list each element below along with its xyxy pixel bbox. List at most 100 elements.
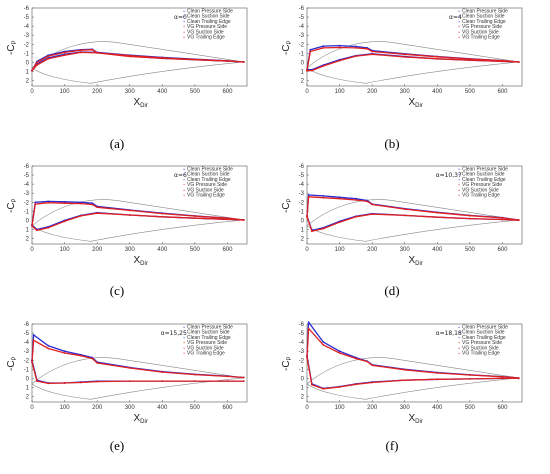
y-tick-label: 1 [26, 69, 30, 75]
y-tick-label: 1 [301, 227, 305, 233]
x-tick-label: 300 [125, 247, 136, 253]
y-tick-label: -5 [24, 173, 30, 179]
y-tick-label: -1 [24, 367, 30, 373]
legend-marker: + [458, 35, 461, 40]
series-line [31, 339, 244, 379]
legend-marker: + [458, 172, 461, 177]
x-tick-label: 500 [465, 247, 476, 253]
legend-marker: + [183, 167, 186, 172]
y-axis-label: -CP [6, 356, 18, 371]
legend-entry: Clean Suction Side [462, 14, 505, 20]
data-point [34, 201, 37, 204]
x-tick-label: 0 [30, 405, 34, 411]
legend-entry: VG Suction Side [462, 29, 499, 35]
data-point [322, 45, 325, 47]
series-line [306, 46, 519, 71]
series-line [307, 53, 519, 71]
y-tick-label: -1 [24, 209, 30, 215]
data-point [91, 202, 94, 205]
data-point [338, 386, 341, 388]
y-tick-label: -3 [24, 33, 30, 39]
data-point [79, 202, 82, 205]
legend-marker: + [183, 172, 186, 177]
data-point [63, 200, 66, 203]
data-point [63, 220, 66, 223]
data-point [371, 53, 374, 56]
data-point [63, 51, 66, 54]
y-tick-label: -6 [299, 164, 305, 170]
y-tick-label: 0 [26, 218, 30, 224]
series-line [306, 327, 519, 379]
legend-marker: + [458, 325, 461, 330]
data-point [226, 59, 229, 62]
data-point [32, 339, 35, 342]
data-point [310, 69, 313, 72]
x-axis-label-sub: Dir [140, 261, 148, 267]
data-point [403, 379, 406, 382]
legend-entry: VG Pressure Side [462, 24, 502, 30]
chart-panel: 0 100 200 300 400 500 600 -6 -5 -4 -3 -2 -1 0 1 2 -CP XDi… [275, 158, 550, 316]
chart-panel: 0 100 200 300 400 500 600 -6 -5 -4 -3 -2 -1 0 1 2 -CP XDi… [0, 158, 275, 316]
data-point [501, 59, 504, 62]
legend-entry: VG Trailing Edge [462, 351, 500, 357]
data-point [47, 55, 50, 57]
airfoil-outline [306, 199, 519, 242]
data-point [79, 381, 82, 384]
y-tick-label: -3 [299, 191, 305, 197]
y-tick-label: -5 [299, 15, 305, 21]
legend-entry: Clean Pressure Side [187, 325, 233, 331]
x-tick-label: 400 [157, 247, 168, 253]
data-point [310, 230, 313, 233]
data-point [501, 375, 504, 378]
chart-panel: 0 100 200 300 400 500 600 -6 -5 -4 -3 -2 -1 0 1 2 -CP XDi… [275, 0, 550, 158]
series-line [31, 202, 244, 226]
y-tick-label: -4 [299, 182, 305, 188]
data-point [371, 381, 374, 384]
legend-marker: + [183, 19, 186, 24]
legend-marker: + [183, 330, 186, 335]
y-tick-label: -4 [24, 182, 30, 188]
legend-entry: Clean Suction Side [462, 172, 505, 178]
x-tick-label: 200 [367, 247, 378, 253]
data-point [403, 368, 406, 371]
data-point [338, 59, 341, 62]
data-point [63, 352, 66, 354]
data-point [161, 371, 164, 373]
y-axis-label: -CP [281, 198, 293, 213]
x-tick-label: 200 [92, 247, 103, 253]
data-point [322, 47, 325, 49]
data-point [128, 367, 131, 369]
legend-entry: Clean Suction Side [187, 172, 230, 178]
data-point [34, 203, 37, 205]
data-point [322, 65, 325, 67]
panel-label: (c) [109, 283, 125, 298]
panel-label: (e) [109, 438, 125, 453]
x-tick-label: 600 [222, 405, 233, 411]
y-tick-label: -6 [24, 164, 30, 170]
x-tick-label: 100 [335, 405, 346, 411]
y-tick-label: 0 [301, 60, 305, 66]
legend-entry: Clean Pressure Side [462, 167, 508, 173]
x-tick-label: 200 [367, 89, 378, 95]
legend-marker: + [458, 24, 461, 29]
data-point [91, 203, 94, 206]
chart-svg: 0 100 200 300 400 500 600 -6 -5 -4 -3 -2 -1 0 1 2 -CP XDi… [6, 322, 248, 425]
x-tick-label: 600 [497, 247, 508, 253]
data-point [307, 321, 310, 324]
x-tick-label: 200 [92, 89, 103, 95]
data-point [366, 47, 369, 50]
x-tick-label: 500 [465, 89, 476, 95]
axes-frame [31, 7, 248, 87]
x-tick-label: 100 [60, 405, 71, 411]
alpha-annotation: α=4 [449, 14, 462, 21]
legend-marker: + [183, 345, 186, 350]
chart-svg: 0 100 200 300 400 500 600 -6 -5 -4 -3 -2 -1 0 1 2 -CP XDi… [281, 6, 523, 109]
x-tick-label: 500 [190, 405, 201, 411]
chart-panel: 0 100 200 300 400 500 600 -6 -5 -4 -3 -2 -1 0 1 2 -CP XDi… [275, 316, 550, 474]
data-point [79, 49, 82, 52]
legend-entry: VG Suction Side [462, 187, 499, 193]
data-point [79, 201, 82, 204]
data-point [338, 44, 341, 47]
y-axis-label: -CP [281, 40, 293, 55]
y-tick-label: -5 [24, 331, 30, 337]
